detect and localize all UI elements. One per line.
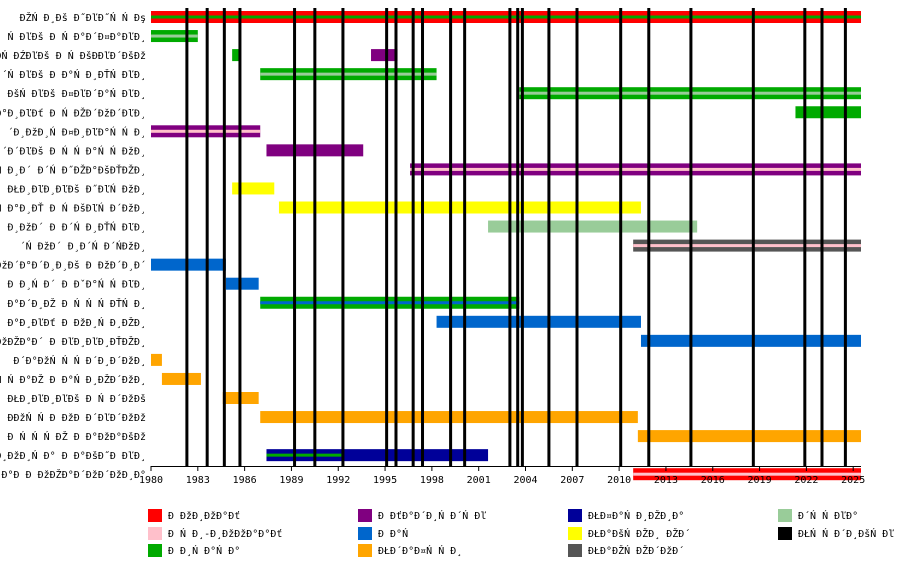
timeline-bar <box>151 258 226 271</box>
row-labels: ĐŽŃ Đ¸Đš Đ˝ĐľĐ˝Ń Ń Đş Ń ĐľĐš Đ Ń Đ°Đ´Đ¤Đ°… <box>0 11 146 481</box>
timeline-bar-stripe <box>410 167 861 171</box>
legend-label: Đ Đ¸Ń Đ°Ń Đ° <box>168 544 240 557</box>
x-tick-label: 1992 <box>326 475 350 486</box>
x-tick-label: 2025 <box>841 475 865 486</box>
row-label: ĐšŃ ĐľĐš Đ¤ĐľĐ´Đ°Ń ĐľĐ¸ <box>8 87 146 100</box>
timeline-bar-stripe <box>633 472 861 476</box>
row-label: ĐŁĐ¸ĐľĐ¸ĐľĐš Đ˝ĐľŃ ĐžĐ¸ <box>8 182 146 195</box>
row-label: ĐŽŃ Đ¸Đš Đ˝ĐľĐ˝Ń Ń Đş <box>20 11 146 24</box>
x-tick-label: 1989 <box>279 475 303 486</box>
row-label: ĐžĐ´Đ°Đ´Đ¸Đ¸Đš Đ ĐžĐ´Đ¸Đ´ <box>0 260 146 272</box>
row-label: Đ°Đ¸ĐľĐť Đ Ń ĐŽĐ´ĐžĐ´ĐľĐ¸ <box>0 106 146 119</box>
timeline-bar-stripe <box>151 15 861 19</box>
timeline-bar <box>637 430 861 443</box>
row-label: Đ°Đ¸ĐľĐť Đ ĐžĐ¸Ń Đ¸ĐŽĐ¸ <box>8 316 146 329</box>
legend-swatch <box>778 509 792 522</box>
x-tick-label: 2019 <box>748 475 772 486</box>
timeline-bar <box>151 353 162 366</box>
legend-swatch <box>148 544 162 557</box>
row-label: Đ Đ¸Ń Đ´ Đ ĐˇĐ°Ń Ń ĐľĐ¸ <box>8 278 146 291</box>
x-tick-label: 2004 <box>513 475 537 486</box>
row-label: ĐžĐŽĐ°Đ´ Đ ĐľĐ¸ĐľĐ¸ĐŤĐŽĐ¸ <box>0 335 146 348</box>
legend-label: ĐŁĐ°ĐŽŃ ĐŽĐ´ĐžĐ´ <box>588 544 684 557</box>
legend-label: Đ ĐžĐ¸ĐžĐ°Đť <box>168 510 240 522</box>
legend-swatch <box>148 509 162 522</box>
x-tick-label: 2001 <box>467 475 491 486</box>
legend-swatch <box>148 527 162 540</box>
legend-swatch <box>358 509 372 522</box>
timeline-bar <box>260 411 638 424</box>
row-label: Ń ĐľĐš Đ Ń Đ°Đ´Đ¤Đ°ĐľĐ¸ <box>8 30 146 43</box>
x-tick-label: 1983 <box>186 475 210 486</box>
x-tick-label: 2010 <box>607 475 631 486</box>
timeline-bar <box>232 49 240 62</box>
legend-swatch <box>568 527 582 540</box>
x-tick-label: 2022 <box>794 475 818 486</box>
timeline-bar <box>278 201 641 214</box>
timeline-bar-stripe <box>151 34 198 38</box>
x-tick-label: 1986 <box>233 475 257 486</box>
legend-swatch <box>568 544 582 557</box>
timeline-bar <box>161 372 201 385</box>
legend-label: Đ ĐťĐ°Đ´Đ¸Ń Đ´Ń Đľ <box>378 509 486 522</box>
legend-swatch <box>778 527 792 540</box>
legend-label: Đ´Ń Ń ĐľĐ° <box>798 509 858 522</box>
row-label: Đ Ń Ń Ń ĐŽ Đ Đ°ĐžĐ°ĐšĐž <box>8 430 146 443</box>
legend-label: Đ Đ°Ń <box>378 527 408 540</box>
row-label: Đ¸Ń Đ°Đ¸ĐŤ Đ Ń ĐšĐľŃ Đ´ĐžĐ¸ <box>0 202 146 215</box>
x-axis: 1980 1983 1986 1989 1992 1995 1998 2001 2004 2007… <box>139 466 865 486</box>
timeline-bar <box>225 277 259 290</box>
row-label: ĐŃ Đ°Đ Đ ĐžĐŽĐ°Đ´ĐžĐ´ĐžĐ¸Đ° <box>0 468 146 481</box>
x-tick-label: 1980 <box>139 475 163 486</box>
legend-label: ĐŁŃ Ń Đ´Đ¸ĐšŃ Đľ <box>798 527 894 540</box>
timeline-bar <box>371 49 398 62</box>
row-label: Đ°Đ´Đ¸ĐŽ Đ Ń Ń Ń ĐŤŃ Đ¸ <box>8 297 146 310</box>
x-tick-label: 2007 <box>560 475 584 486</box>
row-label: Đ¸ĐžĐ´ Đ Đ´Ń Đ¸ĐŤŃ ĐľĐ¸ <box>8 221 146 234</box>
x-tick-label: 2013 <box>654 475 678 486</box>
legend-swatch <box>568 509 582 522</box>
timeline-bar-stripe <box>151 129 261 133</box>
timeline-bar-stripe <box>633 244 861 248</box>
row-label: ´Ń Đ¸Đ´ Đ´Ń Đ˝ĐŽĐ°ĐšĐŤĐŽĐ¸ <box>0 163 146 176</box>
row-label: Ń Ń Đ°ĐŽ Đ Đ°Ń Đ¸ĐŽĐ´ĐžĐ¸ <box>0 373 146 386</box>
row-label: ´Ń ĐľĐš Đ Đ°Ń Đ¸ĐŤŃ ĐľĐ¸ <box>2 68 147 81</box>
timeline-bar <box>232 182 275 195</box>
legend-swatch <box>358 544 372 557</box>
x-tick-label: 2016 <box>701 475 725 486</box>
legend-label: Đ Ń Đ¸-Đ¸ĐžĐžĐ°Đ°Đť <box>168 527 282 540</box>
row-label: Đ¸ĐžĐ¸Ń Đ° Đ Đ°ĐšĐ˝Đ ĐľĐ¸ <box>0 449 146 462</box>
row-label: ĐĐžŃ Ń Đ ĐžĐ Đ´ĐľĐ´ĐžĐž <box>8 411 146 424</box>
legend-swatch <box>358 527 372 540</box>
legend-label: ĐŁĐ°ĐšŃ ĐŽĐ¸ ĐŽĐ´ <box>588 527 690 540</box>
timeline-bar <box>436 315 641 328</box>
timeline-bar-stripe <box>260 301 520 305</box>
row-label: ĐŁĐ¸ĐľĐ¸ĐľĐš Đ Ń Đ´ĐžĐš <box>8 392 146 405</box>
timeline-bar <box>266 449 489 462</box>
legend-label: ĐŁĐ¤Đ°Ń Đ¸ĐŽĐ¸Đ° <box>588 509 684 522</box>
legend: Đ ĐžĐ¸ĐžĐ°Đť Đ Ń Đ¸-Đ¸ĐžĐžĐ°Đ°Đť Đ Đ¸Ń Đ°Ń… <box>148 509 894 557</box>
row-label: ´Ń ĐžĐ´ Đ¸Đ´Ń Đ´ŃĐžĐ¸ <box>20 240 146 253</box>
row-label: ´Đ¸ĐžĐ¸Ń Đ¤Đ¸ĐľĐ°Ń Ń Đ¸ <box>8 125 146 138</box>
event-lines <box>185 8 847 466</box>
timeline-bar-stripe <box>260 72 437 76</box>
timeline-bar <box>488 220 698 233</box>
row-label: ĐŃ ĐŹĐľĐš Đ Ń ĐšĐĐľĐ´ĐšĐž <box>0 49 146 62</box>
row-label: ´Đ´ĐľĐš Đ Ń Ń Đ°Ń Ń ĐžĐ¸ <box>2 144 147 157</box>
x-tick-label: 1995 <box>373 475 397 486</box>
timeline-bar <box>640 334 861 347</box>
legend-label: ĐŁĐ´Đ°Đ¤Ń Ń Đ¸ <box>378 544 462 557</box>
row-label: Đ´Đ°ĐžŃ Ń Ń Đ´Đ¸Đ´ĐžĐ¸ <box>14 354 146 367</box>
x-tick-label: 1998 <box>420 475 444 486</box>
timeline-bar-stripe <box>266 453 342 457</box>
